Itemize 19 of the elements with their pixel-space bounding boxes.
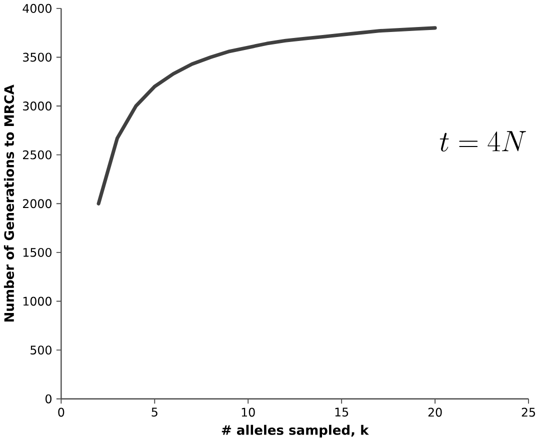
y-tick-label: 3500 [23,52,52,62]
y-tick-label: 2500 [23,150,52,160]
y-tick-label: 3000 [23,101,52,110]
line-series [96,26,437,206]
x-tick-label: 15 [335,408,348,416]
y-tick-label: 4000 [22,4,52,13]
y-axis-title: Number of Generations to MRCA [4,84,14,322]
x-tick-label: 25 [522,408,536,417]
x-tick-label: 5 [152,408,158,416]
y-tick-label: 500 [30,345,52,354]
x-tick-label: 0 [58,408,64,417]
y-tick-label: 1000 [23,296,52,306]
x-tick-label: 10 [242,408,255,417]
annotation: $t = 4N$ [440,130,526,152]
y-tick-label: 2000 [23,198,52,208]
x-axis-title: # alleles sampled, k [222,424,369,438]
y-tick-label: 1500 [23,248,52,257]
y-tick-label: 0 [46,394,52,404]
x-tick-label: 20 [428,408,442,417]
